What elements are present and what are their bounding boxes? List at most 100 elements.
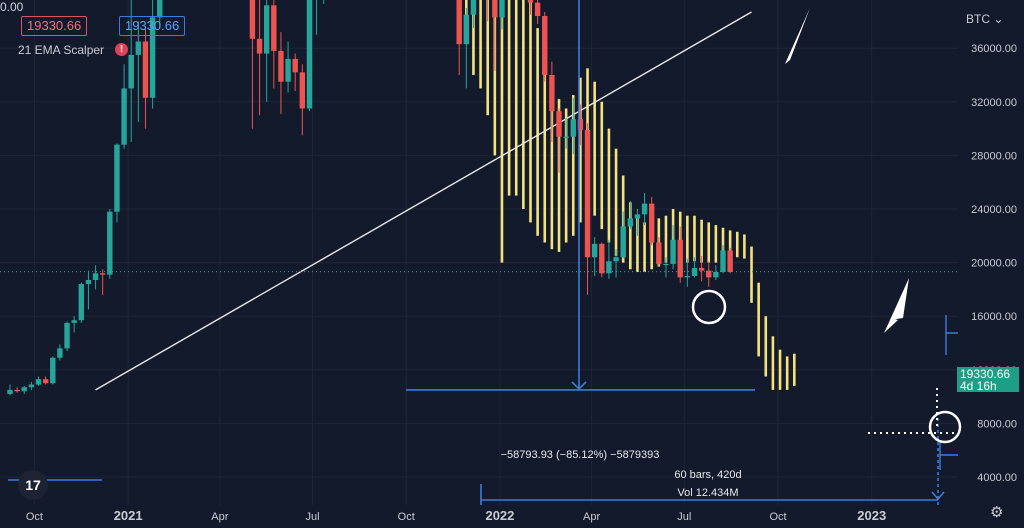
arrow-icon (890, 278, 909, 320)
currency-label: BTC (966, 12, 990, 26)
y-tick-label: 24000.00 (971, 204, 1017, 216)
spread-value: 0.00 (0, 0, 24, 14)
candle-body (599, 243, 605, 274)
candle-body (21, 387, 27, 392)
ghost-bar (607, 128, 611, 243)
ghost-bar (486, 0, 490, 116)
candle-body (534, 2, 541, 17)
ghost-bar (771, 336, 775, 390)
y-tick-label: 28000.00 (971, 150, 1017, 162)
ghost-bar (650, 222, 653, 270)
x-tick-label: Oct (398, 511, 415, 523)
candle-body (42, 379, 49, 384)
candle-body (670, 239, 676, 264)
candle-body (677, 239, 683, 278)
ghost-bar (714, 225, 718, 263)
candle-body (50, 357, 56, 384)
warning-icon[interactable]: ! (115, 43, 128, 56)
candle-body (285, 58, 291, 82)
range-arrow-icon (931, 491, 945, 501)
bid-price-box[interactable]: 19330.66 (21, 16, 88, 36)
ghost-bar (636, 215, 639, 272)
candle-body (656, 242, 662, 264)
candle-body (71, 320, 77, 323)
last-price-value: 19330.66 (960, 367, 1011, 381)
candle-body (121, 88, 127, 145)
x-tick-label: Apr (583, 511, 600, 523)
candle-body (306, 0, 313, 109)
candle-body (706, 270, 712, 278)
ghost-bar (743, 234, 746, 259)
candle-body (107, 211, 113, 275)
candle-body (263, 5, 270, 54)
ghost-bar (664, 215, 668, 263)
countdown-value: 4d 16h (960, 379, 997, 393)
candle-body (142, 41, 149, 98)
candle-body (114, 144, 120, 212)
ghost-bar (472, 0, 475, 76)
candle-body (527, 0, 534, 3)
ghost-bar (614, 148, 618, 256)
gear-icon[interactable]: ⚙ (990, 504, 1004, 521)
candle-body (556, 111, 562, 137)
candle-body (271, 5, 277, 51)
candle-body (78, 284, 84, 321)
ghost-bar (550, 95, 554, 250)
ghost-bar (721, 227, 725, 260)
candle-body (727, 250, 733, 272)
candle-body (641, 203, 648, 215)
slash-arrow-icon (785, 8, 810, 64)
trendline (95, 11, 752, 391)
ghost-bar (757, 282, 760, 357)
tradingview-logo-icon[interactable]: 17 (18, 470, 48, 500)
right-bracket-lower (939, 440, 958, 470)
ghost-bar (735, 231, 739, 258)
measure-arrow-icon (571, 381, 587, 391)
indicator-label[interactable]: 21 EMA Scalper (18, 43, 105, 57)
ghost-bar (643, 222, 646, 272)
candle-body (85, 280, 92, 285)
candle-body (691, 267, 698, 276)
candle-body (278, 50, 284, 82)
candle-body (14, 389, 20, 392)
candle-body (128, 54, 134, 89)
y-tick-label: 20000.00 (971, 258, 1017, 270)
x-tick-label: Oct (26, 511, 43, 523)
candle-body (627, 218, 634, 227)
y-tick-label: 32000.00 (971, 97, 1017, 109)
ghost-bar (529, 1, 532, 223)
y-tick-label: 36000.00 (971, 43, 1017, 55)
candle-body (256, 38, 263, 54)
x-tick-label: 2021 (114, 508, 143, 523)
y-tick-label: 40000.00 (971, 0, 1017, 2)
right-bracket (945, 315, 958, 355)
x-tick-label: Apr (211, 511, 228, 523)
candle-body (649, 203, 655, 243)
x-tick-label: Jul (305, 511, 319, 523)
y-tick-label: 4000.00 (977, 472, 1017, 484)
candle-body (720, 250, 726, 272)
ask-price-box[interactable]: 19330.66 (119, 16, 186, 36)
candle-body (577, 119, 584, 130)
candle-body (542, 16, 548, 75)
candle-body (470, 0, 477, 15)
candle-body (292, 58, 298, 73)
x-tick-label: 2022 (485, 508, 514, 523)
range-vol-label: Vol 12.434M (677, 487, 738, 499)
ghost-bar (629, 202, 632, 270)
range-bars-label: 60 bars, 420d (674, 469, 741, 481)
ghost-bar (514, 0, 518, 196)
arrow-head-icon (884, 318, 898, 333)
ghost-bar (593, 81, 596, 216)
ghost-bar (764, 316, 768, 377)
ghost-bar (557, 99, 561, 252)
candle-body (663, 263, 669, 266)
candle-body (499, 0, 505, 18)
x-tick-label: Jul (677, 511, 691, 523)
currency-selector[interactable]: BTC ⌄ (966, 12, 1003, 26)
candle-body (64, 322, 70, 349)
ghost-bar (493, 0, 497, 156)
candle-body (584, 129, 591, 258)
candle-body (563, 136, 569, 138)
